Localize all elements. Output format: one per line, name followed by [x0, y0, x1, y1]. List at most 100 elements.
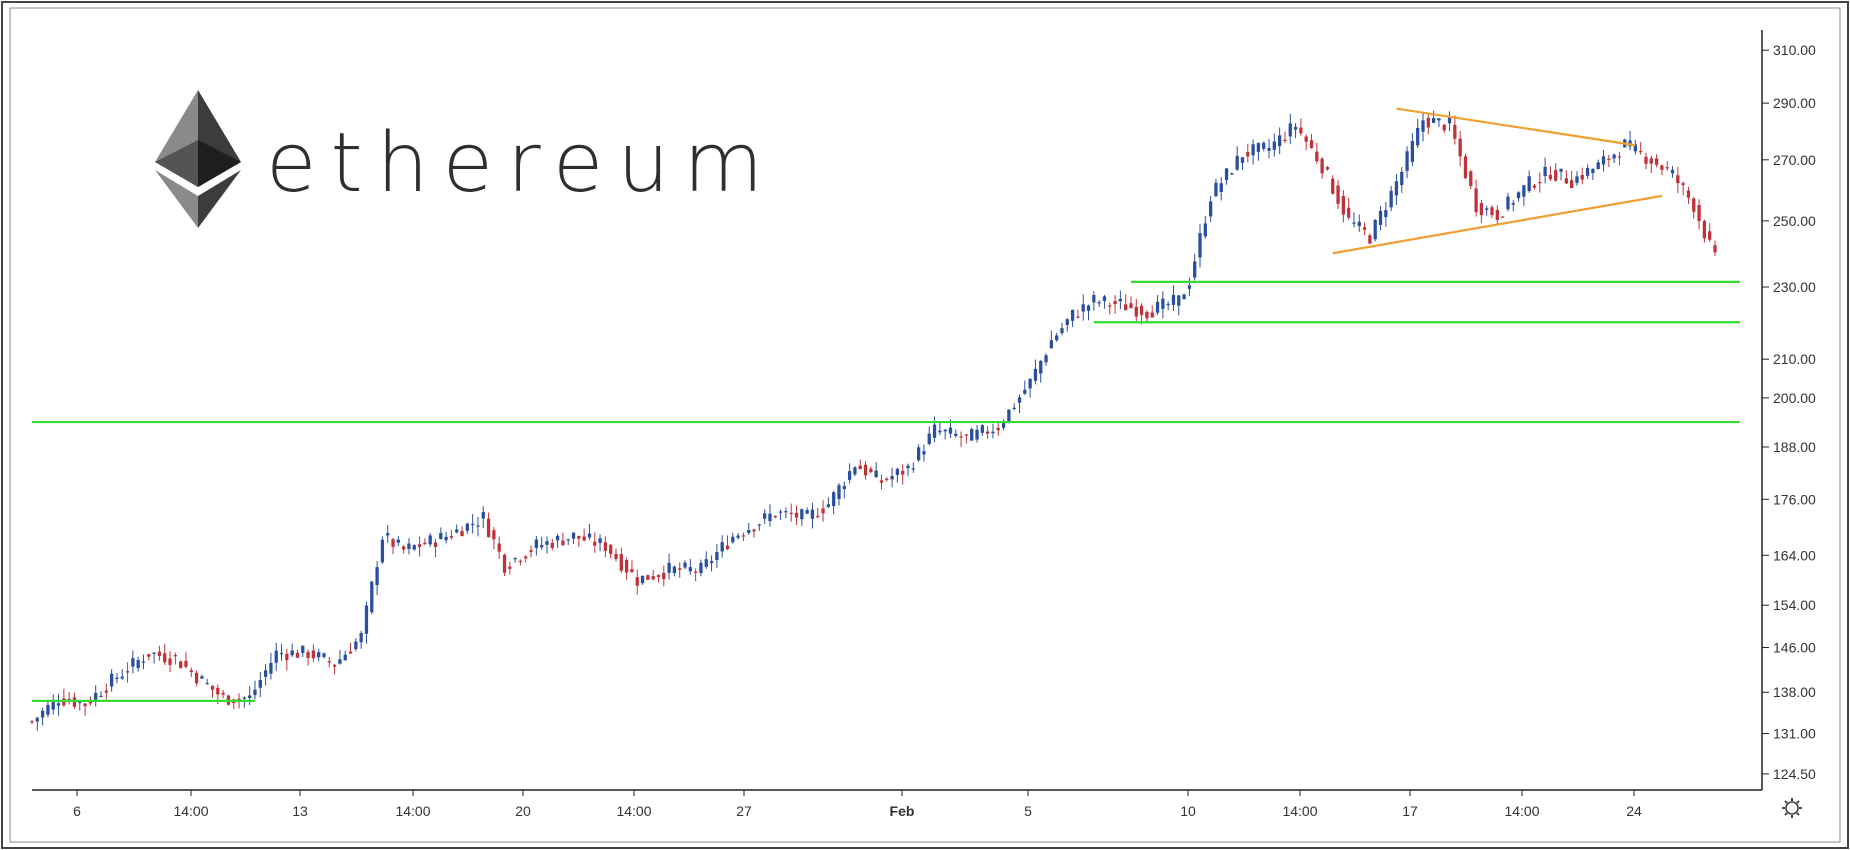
candle-body	[83, 703, 87, 707]
candle-body	[306, 651, 310, 659]
candle-body	[943, 429, 947, 432]
candle-body	[1697, 205, 1701, 222]
candle-body	[152, 652, 156, 654]
candle	[253, 680, 257, 700]
candle-body	[1331, 178, 1335, 194]
candle-body	[842, 485, 846, 490]
candle-body	[1309, 140, 1314, 149]
candle-body	[1686, 190, 1691, 198]
candle-body	[571, 532, 576, 539]
candle-body	[975, 429, 979, 440]
candle	[502, 553, 507, 577]
y-tick-label: 131.00	[1773, 726, 1816, 742]
candle-body	[1527, 176, 1531, 192]
candle-body	[640, 575, 645, 584]
candle	[168, 651, 172, 673]
candle	[1262, 141, 1266, 152]
candle	[736, 533, 740, 540]
x-tick-label: 10	[1180, 803, 1196, 819]
candle	[954, 429, 958, 438]
candle	[1649, 155, 1653, 174]
candle	[513, 557, 517, 563]
candle	[842, 481, 846, 499]
candle-body	[731, 536, 735, 543]
candle-body	[1532, 185, 1537, 188]
y-tick-label: 230.00	[1773, 279, 1816, 295]
candle	[1665, 160, 1669, 171]
candle	[1500, 216, 1505, 218]
candle	[1076, 309, 1080, 319]
plot-area	[30, 107, 1740, 731]
candle	[1182, 293, 1186, 300]
candle-body	[1134, 306, 1138, 317]
candle-body	[922, 451, 926, 455]
candle-body	[1028, 378, 1032, 389]
candle-body	[1511, 203, 1515, 205]
candle-body	[1601, 156, 1606, 165]
candle	[1554, 163, 1558, 182]
candle-body	[778, 511, 783, 513]
candle-body	[816, 515, 820, 518]
candle-body	[1230, 173, 1234, 175]
candle	[465, 522, 469, 534]
candle-body	[927, 433, 931, 444]
candle	[1139, 303, 1144, 325]
gear-icon[interactable]	[1782, 798, 1802, 818]
candle-body	[1437, 118, 1441, 121]
candle	[609, 543, 613, 559]
candle	[83, 702, 87, 716]
candle-body	[1564, 178, 1568, 184]
candle	[975, 424, 979, 443]
candle-body	[1187, 285, 1192, 289]
candle-body	[837, 485, 841, 500]
candle-body	[1092, 295, 1096, 303]
candle-body	[598, 538, 602, 544]
candle-body	[901, 470, 905, 475]
candle	[1442, 123, 1446, 134]
candle-body	[768, 513, 772, 521]
candle	[455, 524, 459, 534]
candle-body	[869, 468, 873, 472]
candle-body	[1474, 188, 1478, 213]
candle-body	[1182, 294, 1186, 300]
candle	[863, 461, 868, 480]
candle	[1378, 205, 1383, 231]
candle	[1283, 131, 1287, 144]
candle-body	[455, 529, 459, 533]
candle-body	[821, 508, 825, 514]
candle-body	[460, 530, 464, 537]
candle	[874, 462, 878, 478]
candle-body	[1251, 144, 1255, 156]
candle-body	[1177, 295, 1181, 306]
x-tick-label: 13	[292, 803, 308, 819]
ethereum-logo: ethereum	[155, 90, 763, 228]
candle	[1639, 141, 1643, 155]
candle-body	[863, 464, 868, 476]
candle-body	[407, 543, 411, 549]
y-tick-label: 164.00	[1773, 547, 1816, 563]
candle	[332, 664, 337, 675]
candle-body	[279, 652, 284, 655]
candle-body	[550, 543, 554, 548]
candle	[964, 434, 969, 444]
candle	[322, 652, 326, 659]
candle-body	[1001, 423, 1006, 428]
candle	[1394, 174, 1399, 205]
x-tick-label: 6	[73, 803, 81, 819]
candle-body	[879, 480, 884, 483]
candle	[927, 426, 931, 446]
candle-body	[1596, 162, 1600, 170]
candle	[1267, 138, 1271, 159]
candle-body	[694, 571, 698, 573]
candle-body	[1660, 165, 1664, 170]
candle-body	[1256, 142, 1261, 152]
candle	[1686, 186, 1691, 205]
candle-body	[980, 425, 984, 433]
candle	[794, 505, 799, 525]
x-tick-label: 20	[515, 803, 531, 819]
candle	[1118, 290, 1123, 310]
candle-body	[322, 653, 326, 657]
candle	[566, 539, 570, 545]
candle	[115, 673, 119, 684]
candle	[46, 699, 50, 718]
